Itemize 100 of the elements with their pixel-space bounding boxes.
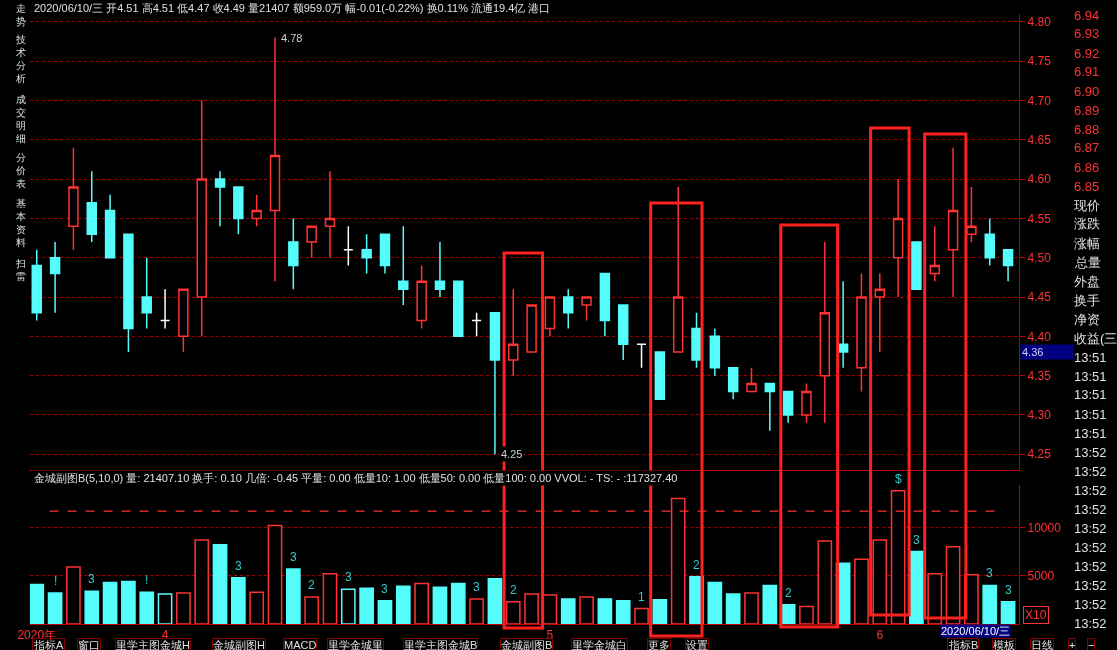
annotation: 1 bbox=[638, 590, 645, 604]
text: 4.36 bbox=[1022, 346, 1044, 358]
candlestick bbox=[324, 170, 336, 259]
bar bbox=[652, 599, 668, 624]
text: 收益(三 bbox=[1074, 331, 1117, 346]
bar bbox=[945, 546, 961, 624]
text: 更多 bbox=[648, 639, 670, 650]
text: 总量 bbox=[1074, 255, 1101, 270]
bar bbox=[524, 593, 539, 624]
candlestick bbox=[856, 272, 867, 393]
text: + bbox=[1069, 639, 1076, 650]
bar bbox=[597, 598, 613, 624]
text: 技术分析 bbox=[15, 34, 26, 84]
annotation: 4.78 bbox=[281, 32, 303, 44]
chart-title: 金城副图B(5,10,0) 量: 21407.10 换手: 0.10 几倍: -0.45 平量: 0.00 低量10: 1.00 低量50: 0.00 低量100: 0.00 VVOL: - TS: - :117327.40 bbox=[34, 472, 678, 484]
y-tick-label: 4.40 bbox=[1027, 329, 1052, 344]
text: 6.85 bbox=[1074, 179, 1100, 194]
bar bbox=[872, 539, 888, 624]
candlestick bbox=[782, 390, 794, 424]
text: 6.94 bbox=[1074, 8, 1100, 23]
bar bbox=[267, 524, 283, 624]
y-tick-label: 4.25 bbox=[1027, 447, 1052, 462]
annotation: ! bbox=[145, 573, 149, 587]
text: 13:52 bbox=[1074, 578, 1107, 593]
y-tick-label: 4.70 bbox=[1027, 93, 1052, 108]
text: 13:52 bbox=[1074, 540, 1107, 555]
text: 13:52 bbox=[1074, 464, 1107, 479]
y-tick-label: 4.30 bbox=[1027, 408, 1052, 423]
y-tick-label: 4.65 bbox=[1027, 132, 1052, 147]
candlestick bbox=[911, 241, 922, 290]
candlestick bbox=[123, 233, 134, 353]
bar bbox=[707, 581, 723, 624]
bar bbox=[1000, 601, 1016, 624]
bar bbox=[29, 583, 45, 624]
text: 换手 bbox=[1074, 293, 1100, 308]
text: 分价表 bbox=[15, 152, 26, 189]
bar bbox=[505, 601, 521, 624]
text: 13:51 bbox=[1074, 369, 1107, 384]
candlestick bbox=[233, 186, 244, 235]
text: X10 bbox=[1025, 608, 1047, 622]
candlestick bbox=[617, 304, 629, 361]
bar bbox=[414, 582, 429, 624]
candlestick bbox=[288, 217, 299, 290]
text: 6.89 bbox=[1074, 103, 1100, 118]
candlestick bbox=[526, 304, 537, 353]
text: 13:51 bbox=[1074, 407, 1107, 422]
candlestick bbox=[49, 241, 61, 314]
annotation: 4.25 bbox=[501, 448, 523, 460]
candlestick bbox=[434, 241, 446, 298]
text: 成交明细 bbox=[16, 94, 26, 144]
text: 13:52 bbox=[1074, 445, 1107, 460]
candlestick bbox=[361, 233, 372, 275]
candlestick bbox=[31, 249, 43, 322]
text: 涨幅 bbox=[1074, 236, 1100, 251]
text: 扫雷 bbox=[15, 258, 26, 282]
text: 净资 bbox=[1074, 312, 1100, 327]
candlestick bbox=[269, 36, 281, 283]
text: 13:52 bbox=[1074, 483, 1107, 498]
text: 走势 bbox=[16, 3, 26, 27]
annotation: 3 bbox=[913, 533, 920, 547]
candlestick bbox=[398, 225, 409, 306]
text: 外盘 bbox=[1074, 274, 1100, 289]
text: 窗口 bbox=[78, 639, 100, 650]
bar bbox=[762, 584, 778, 624]
bar bbox=[340, 588, 356, 624]
text: 13:52 bbox=[1074, 521, 1107, 536]
text: 6.86 bbox=[1074, 160, 1100, 175]
text: 13:52 bbox=[1074, 502, 1107, 517]
candlestick bbox=[178, 288, 189, 353]
bar bbox=[249, 591, 265, 624]
text: 基本资料 bbox=[16, 198, 26, 248]
bar bbox=[304, 596, 320, 624]
bar bbox=[432, 586, 448, 624]
candlestick bbox=[1002, 249, 1014, 283]
candlestick bbox=[196, 99, 207, 338]
bar bbox=[395, 585, 411, 624]
candlestick bbox=[947, 146, 959, 298]
text: 6.88 bbox=[1074, 122, 1100, 137]
bar bbox=[579, 596, 594, 624]
annotation: 2 bbox=[308, 578, 315, 592]
candlestick bbox=[306, 225, 317, 259]
text: 设置 bbox=[686, 639, 708, 650]
candlestick bbox=[764, 382, 776, 432]
text: MACD bbox=[284, 639, 317, 650]
bar bbox=[982, 584, 998, 624]
text: 里学主图金城B bbox=[404, 639, 478, 650]
bar bbox=[47, 592, 63, 624]
y-tick-label: 4.45 bbox=[1027, 290, 1052, 305]
annotation: 2 bbox=[510, 583, 517, 597]
text: 里学金城白 bbox=[572, 639, 627, 650]
candlestick bbox=[691, 312, 702, 369]
candlestick bbox=[929, 225, 941, 283]
text: 13:51 bbox=[1074, 426, 1107, 441]
candlestick bbox=[599, 272, 611, 338]
bar bbox=[615, 600, 631, 624]
candlestick bbox=[709, 327, 721, 377]
y-tick-label: 10000 bbox=[1027, 520, 1062, 535]
bar bbox=[176, 592, 191, 624]
text: 里学主图金城H bbox=[116, 639, 190, 650]
y-tick-label: 4.55 bbox=[1027, 211, 1052, 226]
